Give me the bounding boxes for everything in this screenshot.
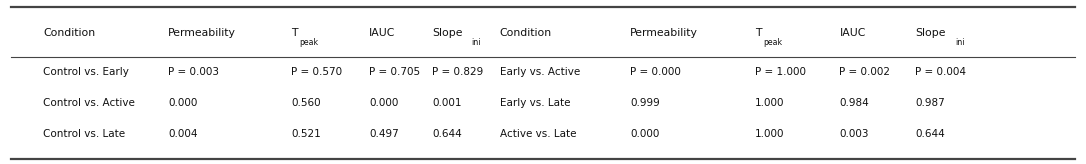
Text: 0.000: 0.000 (369, 98, 399, 108)
Text: ini: ini (955, 38, 964, 47)
Text: ini: ini (471, 38, 481, 47)
Text: Early vs. Late: Early vs. Late (500, 98, 570, 108)
Text: P = 0.003: P = 0.003 (168, 67, 219, 77)
Text: peak: peak (763, 38, 782, 47)
Text: 0.001: 0.001 (432, 98, 462, 108)
Text: Control vs. Early: Control vs. Early (43, 67, 129, 77)
Text: P = 0.004: P = 0.004 (915, 67, 967, 77)
Text: 0.004: 0.004 (168, 129, 198, 139)
Text: 0.521: 0.521 (291, 129, 320, 139)
Text: 0.644: 0.644 (915, 129, 945, 139)
Text: 0.000: 0.000 (168, 98, 198, 108)
Text: IAUC: IAUC (839, 28, 866, 38)
Text: Control vs. Active: Control vs. Active (43, 98, 136, 108)
Text: 0.497: 0.497 (369, 129, 399, 139)
Text: 0.003: 0.003 (839, 129, 869, 139)
Text: 0.987: 0.987 (915, 98, 945, 108)
Text: P = 0.829: P = 0.829 (432, 67, 483, 77)
Text: peak: peak (300, 38, 318, 47)
Text: Active vs. Late: Active vs. Late (500, 129, 576, 139)
Text: T: T (755, 28, 761, 38)
Text: Permeability: Permeability (630, 28, 698, 38)
Text: Early vs. Active: Early vs. Active (500, 67, 580, 77)
Text: 0.984: 0.984 (839, 98, 869, 108)
Text: 0.999: 0.999 (630, 98, 659, 108)
Text: P = 0.570: P = 0.570 (291, 67, 342, 77)
Text: 0.560: 0.560 (291, 98, 320, 108)
Text: Control vs. Late: Control vs. Late (43, 129, 126, 139)
Text: 1.000: 1.000 (755, 98, 784, 108)
Text: P = 0.000: P = 0.000 (630, 67, 681, 77)
Text: P = 0.002: P = 0.002 (839, 67, 891, 77)
Text: 1.000: 1.000 (755, 129, 784, 139)
Text: Slope: Slope (915, 28, 946, 38)
Text: Condition: Condition (500, 28, 552, 38)
Text: Condition: Condition (43, 28, 96, 38)
Text: Slope: Slope (432, 28, 463, 38)
Text: IAUC: IAUC (369, 28, 395, 38)
Text: 0.644: 0.644 (432, 129, 462, 139)
Text: 0.000: 0.000 (630, 129, 659, 139)
Text: Permeability: Permeability (168, 28, 237, 38)
Text: P = 0.705: P = 0.705 (369, 67, 420, 77)
Text: T: T (291, 28, 298, 38)
Text: P = 1.000: P = 1.000 (755, 67, 806, 77)
